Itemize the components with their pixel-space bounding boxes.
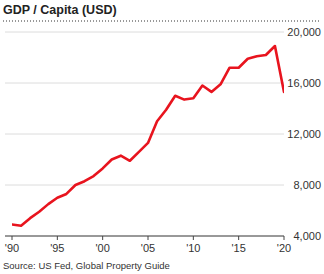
- title-underline: [3, 21, 321, 22]
- y-tick-label: 8,000: [293, 179, 321, 191]
- y-tick-label: 4,000: [293, 230, 321, 242]
- x-tick-label: '10: [186, 242, 200, 254]
- chart: GDP / Capita (USD) 4,000 8,000 12,000 16,000…: [0, 0, 324, 274]
- grid-line: [5, 32, 284, 33]
- x-axis-line: [5, 236, 284, 237]
- source-note: Source: US Fed, Global Property Guide: [3, 260, 170, 271]
- x-tick: [148, 236, 149, 240]
- x-tick-label: '15: [231, 242, 245, 254]
- x-tick: [12, 236, 13, 240]
- grid-line: [5, 83, 284, 84]
- x-tick-label: '05: [141, 242, 155, 254]
- x-tick: [102, 236, 103, 240]
- data-line: [12, 46, 284, 226]
- x-tick: [193, 236, 194, 240]
- y-tick-label: 16,000: [287, 77, 321, 89]
- x-tick-label: '90: [5, 242, 19, 254]
- x-tick-label: '00: [95, 242, 109, 254]
- x-tick: [284, 236, 285, 240]
- grid-line: [5, 134, 284, 135]
- x-tick: [57, 236, 58, 240]
- x-tick-label: '20: [277, 242, 291, 254]
- chart-title: GDP / Capita (USD): [3, 3, 117, 17]
- grid-line: [5, 185, 284, 186]
- y-tick-label: 12,000: [287, 128, 321, 140]
- plot-area: [12, 46, 284, 226]
- x-tick: [238, 236, 239, 240]
- y-tick-label: 20,000: [287, 26, 321, 38]
- x-tick-label: '95: [50, 242, 64, 254]
- grid-line: [5, 236, 284, 237]
